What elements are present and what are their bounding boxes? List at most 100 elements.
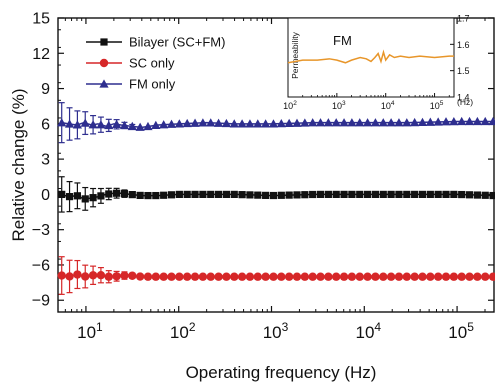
- data-point: [293, 191, 300, 198]
- data-point: [465, 273, 473, 281]
- data-point: [183, 273, 191, 281]
- data-point: [333, 191, 340, 198]
- data-point: [82, 195, 89, 202]
- x-tick-label: 103: [263, 320, 289, 342]
- data-point: [74, 192, 81, 199]
- data-point: [120, 271, 128, 279]
- data-point: [58, 191, 65, 198]
- data-point: [199, 273, 207, 281]
- data-point: [387, 273, 395, 281]
- data-point: [277, 273, 285, 281]
- data-point: [65, 272, 73, 280]
- data-point: [246, 273, 254, 281]
- x-tick-label-base: 10: [448, 323, 467, 342]
- data-point: [419, 191, 426, 198]
- inset-x-tick-label-exponent: 2: [293, 100, 297, 107]
- x-tick-label-exponent: 1: [96, 320, 103, 334]
- data-point: [89, 194, 96, 201]
- y-tick-label: 9: [41, 81, 50, 98]
- data-point: [458, 191, 465, 198]
- legend: Bilayer (SC+FM)SC onlyFM only: [86, 35, 225, 92]
- data-point: [388, 191, 395, 198]
- data-point: [168, 191, 175, 198]
- data-point: [403, 273, 411, 281]
- inset-x-tick-label-exponent: 5: [440, 100, 444, 107]
- data-point: [286, 192, 293, 199]
- inset-x-tick-label: 102: [283, 100, 297, 111]
- y-tick-label: −9: [32, 293, 50, 310]
- legend-label: SC only: [129, 56, 175, 71]
- x-tick-label-exponent: 2: [189, 320, 196, 334]
- data-point: [340, 191, 347, 198]
- data-point: [356, 191, 363, 198]
- x-tick-label: 102: [170, 320, 196, 342]
- x-tick-label: 105: [448, 320, 474, 342]
- data-point: [105, 190, 112, 197]
- data-point: [395, 191, 402, 198]
- data-point: [427, 191, 434, 198]
- x-tick-label-exponent: 4: [374, 320, 381, 334]
- data-point: [58, 271, 66, 279]
- data-point: [167, 273, 175, 281]
- data-point: [214, 273, 222, 281]
- data-point: [481, 273, 489, 281]
- data-point: [136, 272, 144, 280]
- data-point: [301, 273, 309, 281]
- data-point: [410, 273, 418, 281]
- inset-x-tick-label: 105: [430, 100, 444, 111]
- data-point: [434, 273, 442, 281]
- inset-x-tick-label-exponent: 4: [391, 100, 395, 107]
- data-point: [66, 193, 73, 200]
- data-point: [435, 191, 442, 198]
- data-point: [325, 191, 332, 198]
- inset-y-tick-label: 1.7: [457, 14, 470, 24]
- data-point: [270, 192, 277, 199]
- data-point: [73, 270, 81, 278]
- data-point: [97, 271, 105, 279]
- data-point: [254, 192, 261, 199]
- data-point: [269, 273, 277, 281]
- x-tick-label-base: 10: [263, 323, 282, 342]
- series-square: [58, 177, 495, 212]
- data-point: [128, 272, 136, 280]
- data-point: [176, 191, 183, 198]
- data-point: [418, 273, 426, 281]
- data-point: [482, 192, 489, 199]
- data-point: [411, 191, 418, 198]
- data-point: [489, 273, 495, 281]
- data-point: [458, 273, 466, 281]
- data-point: [191, 273, 199, 281]
- data-point: [184, 191, 191, 198]
- y-tick-label: 6: [41, 116, 50, 133]
- data-point: [442, 273, 450, 281]
- data-point: [160, 192, 167, 199]
- y-tick-label: 12: [32, 46, 50, 63]
- data-point: [246, 191, 253, 198]
- inset-x-tick-label-base: 10: [430, 101, 440, 111]
- data-point: [100, 59, 108, 67]
- data-point: [489, 192, 495, 199]
- data-point: [215, 191, 222, 198]
- data-point: [81, 272, 89, 280]
- data-point: [285, 273, 293, 281]
- data-point: [316, 273, 324, 281]
- inset-y-axis-label: Permeability: [290, 31, 300, 79]
- y-tick-label: 3: [41, 152, 50, 169]
- inset-x-tick-label: 104: [381, 100, 395, 111]
- data-point: [230, 273, 238, 281]
- data-point: [144, 273, 152, 281]
- inset-x-tick-label: 103: [332, 100, 346, 111]
- data-point: [442, 191, 449, 198]
- data-point: [403, 191, 410, 198]
- x-tick-label-base: 10: [170, 323, 189, 342]
- inset-y-tick-label: 1.5: [457, 66, 470, 76]
- data-point: [293, 273, 301, 281]
- data-point: [301, 191, 308, 198]
- data-point: [340, 273, 348, 281]
- data-point: [450, 273, 458, 281]
- data-point: [105, 273, 113, 281]
- data-point: [137, 192, 144, 199]
